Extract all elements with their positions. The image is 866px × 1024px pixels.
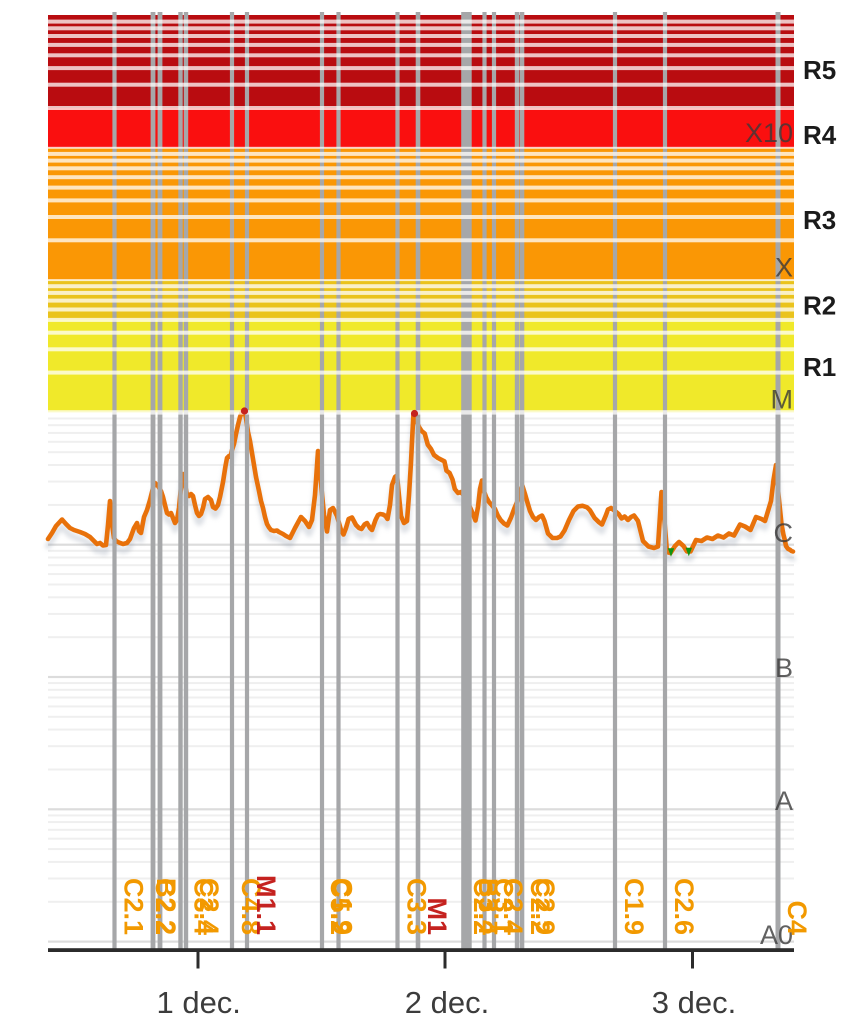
svg-text:R1: R1 [803, 352, 836, 382]
svg-text:B: B [775, 653, 793, 683]
svg-text:C2.9: C2.9 [530, 878, 560, 935]
svg-text:C: C [774, 518, 794, 548]
svg-text:C1.9: C1.9 [328, 878, 358, 935]
svg-text:C3.4: C3.4 [189, 878, 219, 935]
svg-text:1 dec.: 1 dec. [156, 985, 240, 1020]
svg-text:R5: R5 [803, 55, 836, 85]
svg-text:A0: A0 [760, 920, 793, 950]
svg-text:C2.2: C2.2 [468, 878, 498, 935]
svg-text:C4.8: C4.8 [236, 878, 266, 935]
svg-text:X10: X10 [745, 118, 793, 148]
svg-text:R2: R2 [803, 291, 836, 321]
svg-text:3 dec.: 3 dec. [652, 985, 736, 1020]
svg-text:M: M [771, 385, 794, 415]
svg-text:C2.2: C2.2 [525, 878, 555, 935]
svg-text:C1.9: C1.9 [619, 878, 649, 935]
svg-text:R3: R3 [803, 205, 836, 235]
svg-text:2 dec.: 2 dec. [405, 985, 489, 1020]
svg-text:X: X [775, 253, 793, 283]
svg-text:B2.2: B2.2 [151, 878, 181, 935]
svg-text:C3.3: C3.3 [402, 878, 432, 935]
svg-text:C4: C4 [782, 900, 812, 935]
svg-text:C5.2: C5.2 [325, 878, 355, 935]
svg-text:M1: M1 [422, 897, 452, 935]
svg-text:B3.4: B3.4 [473, 878, 503, 935]
svg-text:C2.4: C2.4 [194, 878, 224, 935]
svg-text:A: A [775, 786, 793, 816]
svg-text:R4: R4 [803, 120, 837, 150]
svg-text:C2.2: C2.2 [150, 878, 180, 935]
svg-text:C2.4: C2.4 [498, 878, 528, 935]
svg-text:C2.1: C2.1 [119, 878, 149, 935]
svg-text:M1.1: M1.1 [251, 875, 281, 935]
svg-text:C2.6: C2.6 [669, 878, 699, 935]
svg-text:C3.1: C3.1 [489, 878, 519, 935]
